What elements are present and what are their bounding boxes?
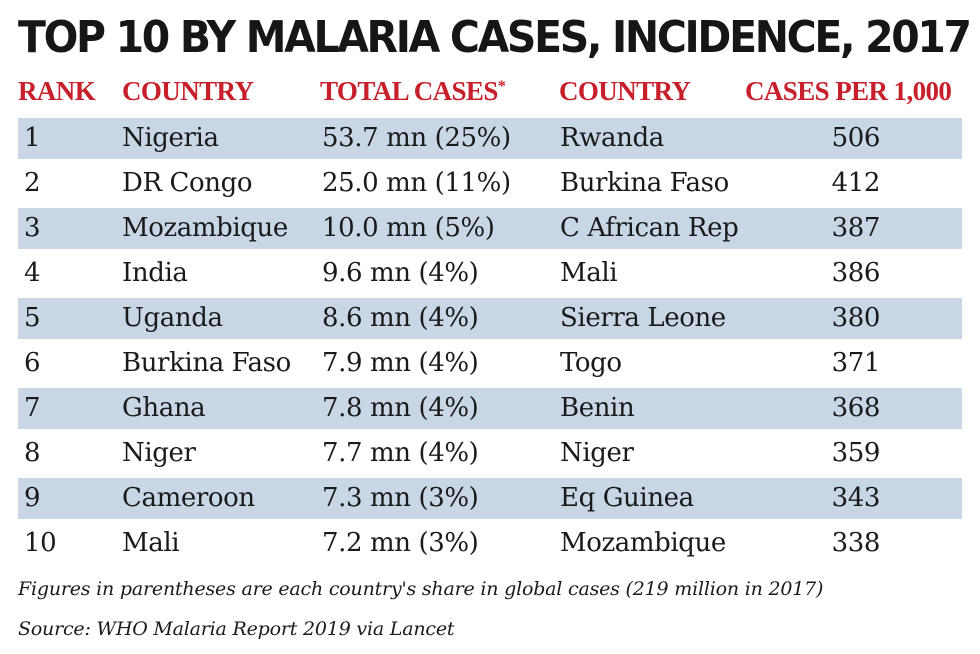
rank-cell: 1	[24, 123, 41, 153]
table-row: 3 Mozambique 10.0 mn (5%) C African Rep …	[0, 206, 980, 251]
header-total-cases-label: TOTAL CASES	[320, 76, 498, 106]
table-row: 2 DR Congo 25.0 mn (11%) Burkina Faso 41…	[0, 161, 980, 206]
country-cell: Mali	[122, 528, 180, 558]
incidence-country-cell: Rwanda	[560, 123, 664, 153]
row-band	[18, 208, 962, 249]
cases-per-1000-cell: 368	[831, 393, 881, 423]
country-cell: Burkina Faso	[122, 348, 291, 378]
table-row: 9 Cameroon 7.3 mn (3%) Eq Guinea 343	[0, 476, 980, 521]
rank-cell: 6	[24, 348, 41, 378]
header-total-cases: TOTAL CASES*	[320, 74, 506, 108]
rank-cell: 7	[24, 393, 41, 423]
page-title: TOP 10 BY MALARIA CASES, INCIDENCE, 2017	[18, 12, 972, 63]
cases-per-1000-cell: 338	[831, 528, 881, 558]
row-band	[18, 388, 962, 429]
cases-per-1000-cell: 386	[831, 258, 881, 288]
cases-per-1000-cell: 359	[831, 438, 881, 468]
cases-per-1000-cell: 506	[831, 123, 881, 153]
total-cases-cell: 25.0 mn (11%)	[322, 168, 511, 198]
rank-cell: 10	[24, 528, 57, 558]
total-cases-cell: 8.6 mn (4%)	[322, 303, 479, 333]
cases-per-1000-cell: 343	[831, 483, 881, 513]
table-row: 5 Uganda 8.6 mn (4%) Sierra Leone 380	[0, 296, 980, 341]
row-band	[18, 298, 962, 339]
source-note: Source: WHO Malaria Report 2019 via Lanc…	[18, 618, 455, 640]
incidence-country-cell: Eq Guinea	[560, 483, 694, 513]
total-cases-cell: 7.2 mn (3%)	[322, 528, 479, 558]
rank-cell: 5	[24, 303, 41, 333]
country-cell: Ghana	[122, 393, 206, 423]
cases-per-1000-cell: 387	[831, 213, 881, 243]
cases-per-1000-cell: 371	[831, 348, 881, 378]
incidence-country-cell: C African Rep	[560, 213, 739, 243]
footnote-marker: *	[497, 78, 506, 95]
total-cases-cell: 9.6 mn (4%)	[322, 258, 479, 288]
country-cell: Mozambique	[122, 213, 288, 243]
total-cases-cell: 10.0 mn (5%)	[322, 213, 495, 243]
total-cases-cell: 7.8 mn (4%)	[322, 393, 479, 423]
country-cell: Uganda	[122, 303, 223, 333]
total-cases-cell: 7.7 mn (4%)	[322, 438, 479, 468]
table-row: 10 Mali 7.2 mn (3%) Mozambique 338	[0, 521, 980, 566]
rank-cell: 2	[24, 168, 41, 198]
incidence-country-cell: Niger	[560, 438, 634, 468]
incidence-country-cell: Togo	[560, 348, 622, 378]
incidence-country-cell: Mozambique	[560, 528, 726, 558]
table-row: 7 Ghana 7.8 mn (4%) Benin 368	[0, 386, 980, 431]
incidence-country-cell: Burkina Faso	[560, 168, 729, 198]
header-rank: RANK	[18, 76, 96, 106]
rank-cell: 9	[24, 483, 41, 513]
country-cell: Nigeria	[122, 123, 219, 153]
total-cases-cell: 7.9 mn (4%)	[322, 348, 479, 378]
rank-cell: 8	[24, 438, 41, 468]
cases-per-1000-cell: 412	[831, 168, 881, 198]
incidence-country-cell: Benin	[560, 393, 635, 423]
header-country-incidence: COUNTRY	[559, 76, 691, 106]
total-cases-cell: 53.7 mn (25%)	[322, 123, 511, 153]
incidence-country-cell: Mali	[560, 258, 618, 288]
table-row: 1 Nigeria 53.7 mn (25%) Rwanda 506	[0, 116, 980, 161]
table-row: 6 Burkina Faso 7.9 mn (4%) Togo 371	[0, 341, 980, 386]
country-cell: India	[122, 258, 188, 288]
incidence-country-cell: Sierra Leone	[560, 303, 726, 333]
cases-per-1000-cell: 380	[831, 303, 881, 333]
header-country: COUNTRY	[122, 76, 254, 106]
table-row: 4 India 9.6 mn (4%) Mali 386	[0, 251, 980, 296]
table-row: 8 Niger 7.7 mn (4%) Niger 359	[0, 431, 980, 476]
total-cases-cell: 7.3 mn (3%)	[322, 483, 479, 513]
row-band	[18, 478, 962, 519]
country-cell: Cameroon	[122, 483, 255, 513]
rank-cell: 3	[24, 213, 41, 243]
country-cell: Niger	[122, 438, 196, 468]
rank-cell: 4	[24, 258, 41, 288]
row-band	[18, 118, 962, 159]
country-cell: DR Congo	[122, 168, 253, 198]
footnote: Figures in parentheses are each country'…	[18, 578, 824, 600]
header-cases-per-1000: CASES PER 1,000	[745, 76, 952, 106]
